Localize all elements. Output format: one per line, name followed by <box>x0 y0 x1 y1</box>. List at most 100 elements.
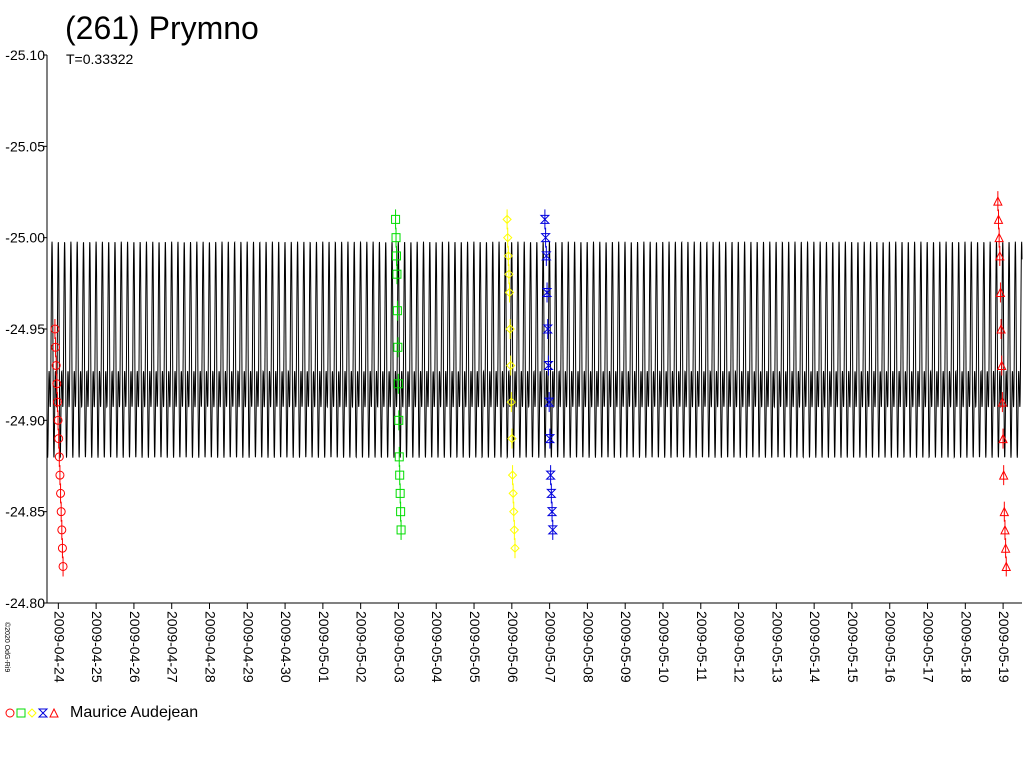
legend-markers <box>4 707 64 719</box>
y-tick-label: -24.95 <box>5 321 45 337</box>
x-tick-label: 2009-05-10 <box>656 611 672 683</box>
data-point <box>395 470 405 480</box>
data-point <box>506 397 517 407</box>
data-point <box>994 232 1004 243</box>
data-point <box>396 525 406 535</box>
data-point <box>999 506 1010 517</box>
x-tick-label: 2009-05-06 <box>505 611 521 683</box>
data-point <box>37 708 49 718</box>
x-tick-label: 2009-05-08 <box>580 611 596 683</box>
x-tick-label: 2009-05-17 <box>921 611 937 683</box>
data-point <box>541 287 553 297</box>
data-point <box>391 251 401 261</box>
data-point <box>392 306 402 316</box>
data-point <box>996 360 1007 371</box>
model-curve <box>46 240 1023 459</box>
data-point <box>393 379 403 389</box>
x-tick-label: 2009-04-28 <box>203 611 219 683</box>
series-4 <box>539 209 558 540</box>
data-point <box>51 342 61 352</box>
data-point <box>54 434 64 444</box>
data-point <box>396 507 406 517</box>
data-point <box>508 488 518 499</box>
data-point <box>57 525 67 535</box>
data-point <box>504 269 514 279</box>
data-point <box>1000 543 1011 553</box>
data-point <box>993 214 1004 224</box>
x-tick-label: 2009-05-14 <box>807 611 823 683</box>
data-point <box>543 361 554 371</box>
data-point <box>540 233 551 243</box>
series-1 <box>50 319 68 577</box>
y-tick-label: -24.90 <box>5 412 45 428</box>
series-3 <box>502 209 520 559</box>
data-point <box>544 434 556 444</box>
legend-label: Maurice Audejean <box>70 704 199 721</box>
data-point <box>509 525 520 535</box>
data-point <box>16 708 26 718</box>
data-point <box>502 214 512 225</box>
x-tick-label: 2009-05-02 <box>354 611 370 683</box>
data-point <box>52 397 62 407</box>
data-point <box>507 433 517 444</box>
x-tick-label: 2009-04-30 <box>278 611 294 683</box>
data-point <box>58 561 68 571</box>
data-point <box>543 397 555 407</box>
data-point <box>997 396 1008 407</box>
copyright-note: ©2020 OdG-Ri9 <box>3 622 10 673</box>
data-point <box>506 360 516 371</box>
data-point <box>503 251 514 261</box>
x-tick-label: 2009-05-15 <box>845 611 861 683</box>
x-tick-label: 2009-04-29 <box>240 611 256 683</box>
x-tick-label: 2009-05-07 <box>543 611 559 683</box>
data-point <box>507 470 518 480</box>
data-point <box>53 415 63 425</box>
x-tick-label: 2009-05-01 <box>316 611 332 683</box>
data-point <box>503 232 513 243</box>
data-point <box>51 361 61 371</box>
legend-markers-svg <box>5 707 59 718</box>
x-tick-label: 2009-05-12 <box>732 611 748 683</box>
data-point <box>994 250 1005 261</box>
x-tick-label: 2009-05-13 <box>769 611 785 683</box>
data-point <box>50 324 60 334</box>
data-point <box>995 287 1006 297</box>
data-point <box>57 543 67 553</box>
chart-subtitle: T=0.33322 <box>66 51 134 67</box>
x-tick-label: 2009-04-27 <box>165 611 181 683</box>
data-point <box>546 488 557 498</box>
data-point <box>55 470 65 480</box>
y-tick-label: -25.05 <box>5 138 45 154</box>
data-point <box>998 433 1008 444</box>
data-point <box>395 488 405 498</box>
data-point <box>998 470 1009 480</box>
x-tick-label: 2009-05-04 <box>429 611 445 683</box>
x-tick-label: 2009-05-09 <box>618 611 634 683</box>
data-point <box>54 452 64 462</box>
data-point <box>391 214 401 224</box>
data-point <box>541 251 552 261</box>
data-point <box>393 342 403 352</box>
data-point <box>993 196 1003 206</box>
series-5 <box>993 191 1012 577</box>
y-tick-label: -24.85 <box>5 504 45 520</box>
data-point <box>56 488 66 498</box>
legend: Maurice Audejean <box>4 704 198 722</box>
data-point <box>52 379 62 389</box>
x-tick-label: 2009-05-05 <box>467 611 483 683</box>
data-point <box>509 506 519 517</box>
data-point <box>394 415 404 425</box>
x-tick-label: 2009-04-26 <box>127 611 143 683</box>
data-point <box>505 324 515 334</box>
data-point <box>504 287 515 298</box>
data-point <box>394 452 404 462</box>
data-point <box>49 707 59 718</box>
chart-title: (261) Prymno <box>65 10 259 46</box>
data-point <box>539 214 551 224</box>
data-point <box>542 324 553 334</box>
y-tick-label: -25.10 <box>5 47 45 63</box>
data-point <box>547 525 558 535</box>
x-tick-label: 2009-05-18 <box>958 611 974 683</box>
x-tick-label: 2009-05-03 <box>391 611 407 683</box>
